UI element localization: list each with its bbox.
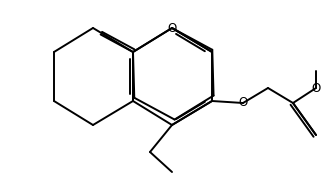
Text: O: O	[311, 81, 321, 94]
Text: O: O	[238, 97, 248, 109]
Text: O: O	[167, 22, 177, 35]
